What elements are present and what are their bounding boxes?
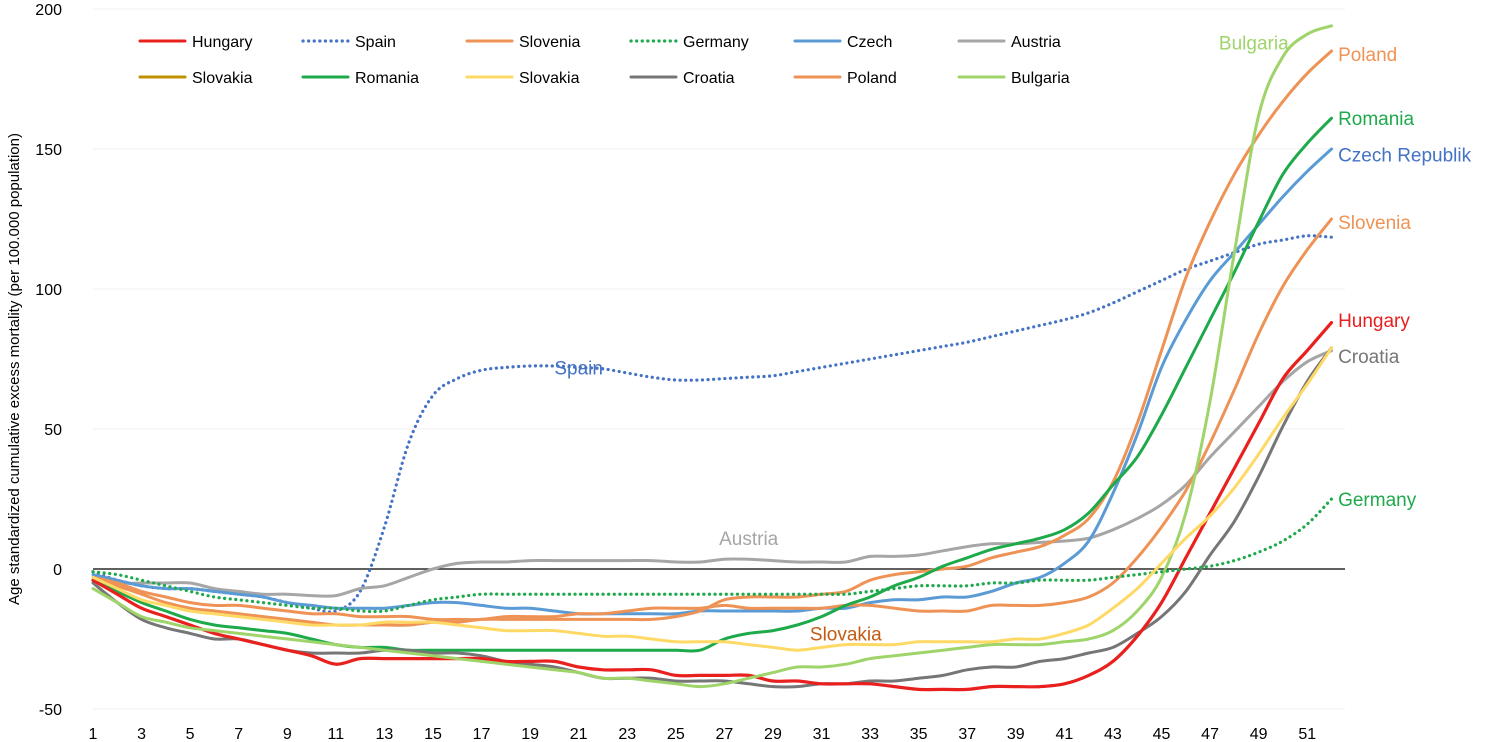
x-tick-label: 21 [570, 726, 588, 742]
x-tick-label: 1 [89, 726, 98, 742]
y-tick-label: 200 [35, 2, 62, 19]
series-line-poland [91, 49, 1333, 627]
x-tick-label: 17 [473, 726, 491, 742]
x-tick-label: 35 [910, 726, 928, 742]
x-tick-label: 37 [958, 726, 976, 742]
annotation-poland: Poland [1338, 45, 1397, 66]
y-tick-label: -50 [39, 702, 62, 719]
x-tick-label: 13 [376, 726, 394, 742]
annotation-bulgaria: Bulgaria [1219, 34, 1289, 55]
y-axis-label: Age standardized cumulative excess morta… [6, 133, 23, 605]
y-tick-label: 150 [35, 142, 62, 159]
series-line-austria [91, 349, 1333, 598]
legend-label-czech: Czech [847, 34, 892, 51]
x-tick-label: 41 [1055, 726, 1073, 742]
x-tick-label: 19 [521, 726, 539, 742]
legend-label-croatia: Croatia [683, 70, 735, 87]
legend-label-austria: Austria [1011, 34, 1061, 51]
y-tick-label: 100 [35, 282, 62, 299]
x-tick-label: 27 [715, 726, 733, 742]
legend-label-romania: Romania [355, 70, 419, 87]
y-axis-ticks: 200 150 100 50 0 -50 [35, 2, 62, 719]
x-tick-label: 43 [1104, 726, 1122, 742]
x-tick-label: 31 [813, 726, 831, 742]
annotation-croatia: Croatia [1338, 347, 1400, 368]
legend-label-germany: Germany [683, 34, 749, 51]
annotation-slovakia: Slovakia [810, 624, 882, 645]
x-tick-label: 39 [1007, 726, 1025, 742]
annotation-germany: Germany [1338, 490, 1417, 511]
legend-label-poland: Poland [847, 70, 897, 87]
annotation-czech-republik: Czech Republik [1338, 146, 1472, 167]
series-line-romania [91, 116, 1333, 653]
x-axis-ticks: 1 3 5 7 9 11 13 15 17 19 21 23 25 27 29 31 33 35 37 39 41 43 4… [89, 726, 1317, 742]
annotation-austria: Austria [719, 529, 779, 550]
legend-label-slovakia: Slovakia [192, 70, 253, 87]
x-tick-label: 33 [861, 726, 879, 742]
annotation-romania: Romania [1338, 109, 1414, 130]
x-tick-label: 11 [328, 726, 345, 742]
y-tick-label: 0 [53, 562, 62, 579]
annotation-spain: Spain [554, 358, 603, 379]
series-lines [91, 24, 1334, 692]
legend: Hungary Spain Slovenia Germany Czech Austria S… [138, 34, 1070, 87]
annotation-hungary: Hungary [1338, 311, 1410, 332]
y-tick-label: 50 [44, 422, 62, 439]
legend-label-bulgaria: Bulgaria [1011, 70, 1070, 87]
legend-label-slovenia: Slovenia [519, 34, 580, 51]
series-annotations: Spain Austria Slovakia Bulgaria Poland Romani… [554, 34, 1471, 646]
x-tick-label: 9 [283, 726, 292, 742]
series-line-slovakia [91, 346, 1333, 652]
legend-label-hungary: Hungary [192, 34, 252, 51]
x-tick-label: 51 [1298, 726, 1316, 742]
series-line-hungary [91, 321, 1334, 692]
x-tick-label: 49 [1250, 726, 1268, 742]
x-tick-label: 3 [137, 726, 146, 742]
x-tick-label: 25 [667, 726, 685, 742]
legend-label-slovakia: Slovakia [519, 70, 580, 87]
x-tick-label: 15 [424, 726, 442, 742]
x-tick-label: 29 [764, 726, 782, 742]
series-line-bulgaria [91, 24, 1333, 689]
x-tick-label: 7 [234, 726, 243, 742]
x-tick-label: 47 [1201, 726, 1219, 742]
x-tick-label: 5 [186, 726, 195, 742]
series-line-spain [91, 234, 1334, 614]
annotation-slovenia: Slovenia [1338, 213, 1411, 234]
x-tick-label: 45 [1153, 726, 1171, 742]
legend-label-spain: Spain [355, 34, 396, 51]
series-line-czech [91, 147, 1333, 616]
x-tick-label: 23 [618, 726, 636, 742]
